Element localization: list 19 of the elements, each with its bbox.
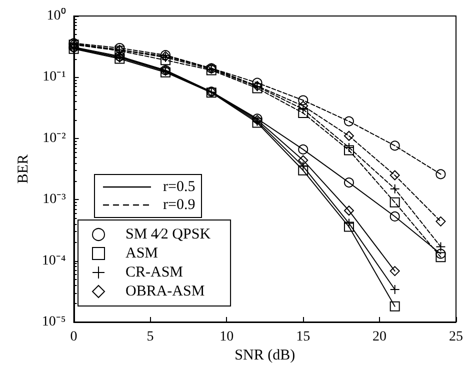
- x-tick-label: 0: [70, 330, 78, 344]
- y-tick-label: 10⁻¹: [42, 70, 66, 85]
- y-tick-label: 10⁻⁵: [42, 314, 66, 330]
- y-tick-label: 10⁻³: [42, 192, 66, 208]
- x-tick-label: 20: [372, 330, 387, 344]
- annotation: r=0.9: [163, 196, 196, 214]
- x-tick-label: 25: [449, 330, 463, 344]
- legend-label: SM 4⁄2 QPSK: [126, 226, 211, 242]
- x-tick-label: 10: [220, 330, 234, 344]
- y-tick-label: 10⁻⁴: [42, 253, 66, 268]
- legend-label: ASM: [126, 246, 158, 262]
- legend-label: OBRA-ASM: [126, 284, 205, 300]
- annotation: r=0.5: [163, 178, 196, 196]
- y-tick-label: 10⁻²: [42, 130, 66, 146]
- x-axis-title: SNR (dB): [234, 348, 296, 364]
- legend-label: CR-ASM: [126, 264, 184, 280]
- x-tick-label: 15: [296, 330, 310, 344]
- x-tick-label: 5: [146, 330, 154, 344]
- y-axis-title: BER: [16, 154, 32, 184]
